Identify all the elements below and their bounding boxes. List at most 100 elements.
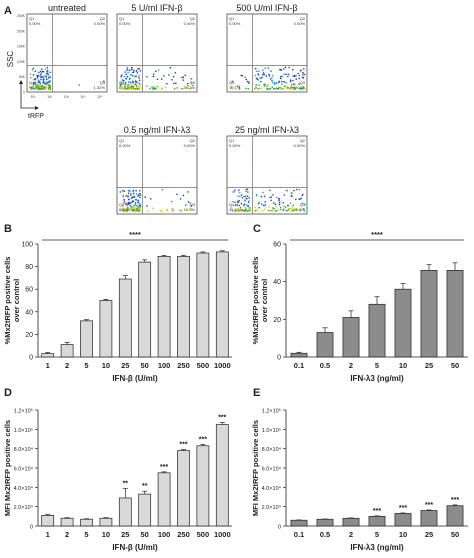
flow-event-dot xyxy=(124,83,127,86)
flow-event-dot xyxy=(144,196,146,198)
flow-event-dot xyxy=(128,81,130,83)
flow-event-dot xyxy=(268,206,270,208)
flow-event-dot xyxy=(132,81,134,83)
flow-event-dot xyxy=(121,210,123,212)
flow-event-dot xyxy=(136,88,139,90)
y-tick-label: 0 xyxy=(278,525,281,531)
flow-x-tick-label: 10⁴ xyxy=(80,95,86,99)
significance-stars: **** xyxy=(371,230,383,239)
flow-event-dot xyxy=(130,194,132,196)
flow-event-dot xyxy=(164,86,167,89)
flow-event-dot xyxy=(32,67,35,70)
flow-event-dot xyxy=(43,86,45,89)
flow-event-dot xyxy=(271,74,274,77)
flow-event-dot xyxy=(125,69,128,71)
flow-event-dot xyxy=(33,78,35,81)
y-tick-label: 60 xyxy=(25,287,33,294)
flow-event-dot xyxy=(254,206,256,209)
flow-event-dot xyxy=(121,205,124,208)
quadrant-label-q1: Q1 xyxy=(29,16,35,21)
flow-event-dot xyxy=(298,198,301,200)
flow-event-dot xyxy=(236,204,238,206)
flow-plot-frame xyxy=(226,13,308,93)
quadrant-label-q1: Q1 xyxy=(229,138,235,143)
x-tick-label: 1000 xyxy=(214,361,231,370)
flow-event-dot xyxy=(280,75,282,78)
flow-event-dot xyxy=(249,206,251,209)
flow-event-dot xyxy=(275,196,278,199)
x-tick-label: 0.5 xyxy=(320,530,330,539)
flow-event-dot xyxy=(152,88,154,90)
flow-event-dot xyxy=(274,210,277,212)
flow-event-dot xyxy=(268,88,270,90)
flow-event-dot xyxy=(244,76,247,78)
flow-event-dot xyxy=(49,76,52,78)
flow-event-dot xyxy=(129,205,132,207)
flow-event-dot xyxy=(295,198,297,201)
flow-event-dot xyxy=(257,202,260,205)
flow-event-dot xyxy=(303,73,306,76)
flow-event-dot xyxy=(277,209,280,211)
flow-event-dot xyxy=(188,88,190,90)
flow-event-dot xyxy=(269,196,271,199)
flow-event-dot xyxy=(296,188,298,191)
flow-event-dot xyxy=(128,78,131,80)
y-tick-label: 1.0×10⁵ xyxy=(14,427,33,434)
flow-event-dot xyxy=(272,207,274,209)
flow-event-dot xyxy=(123,208,125,211)
quadrant-value-q2: 0.00% xyxy=(294,21,306,26)
y-tick-label: 0 xyxy=(277,355,281,362)
quadrant-label-q2: Q2 xyxy=(190,138,196,143)
x-tick-label: 5 xyxy=(84,530,88,539)
flow-event-dot xyxy=(137,85,139,88)
quadrant-value-q1: 0.00% xyxy=(229,21,241,26)
flow-event-dot xyxy=(41,76,43,78)
y-axis-label: MFI Mx2tRFP positive cells xyxy=(3,420,12,516)
quadrant-value-q3: 33.3% xyxy=(184,85,196,90)
flow-event-dot xyxy=(261,209,264,212)
flow-event-dot xyxy=(46,66,49,69)
x-tick-label: 2 xyxy=(349,361,353,370)
flow-event-dot xyxy=(280,80,283,83)
flow-event-dot xyxy=(279,68,282,71)
flow-event-dot xyxy=(39,78,42,81)
flow-event-dot xyxy=(126,207,129,209)
flow-event-dot xyxy=(184,209,186,212)
flow-event-dot xyxy=(43,80,45,83)
flow-event-dot xyxy=(132,74,134,77)
flow-event-dot xyxy=(124,201,126,203)
x-tick-label: 0.1 xyxy=(294,361,304,370)
flow-event-dot xyxy=(47,73,49,75)
flow-event-dot xyxy=(290,88,292,90)
flow-x-tick-label: 10⁵ xyxy=(97,95,103,99)
flow-event-dot xyxy=(149,87,151,90)
flow-event-dot xyxy=(230,206,233,209)
flow-event-dot xyxy=(232,88,234,90)
flow-event-dot xyxy=(263,195,266,198)
flow-event-dot xyxy=(135,85,138,87)
flow-event-dot xyxy=(286,210,289,212)
flow-event-dot xyxy=(146,85,149,88)
axis-arrowhead-up xyxy=(19,80,23,84)
flow-event-dot xyxy=(264,201,267,203)
flow-event-dot xyxy=(103,80,105,83)
flow-event-dot xyxy=(302,86,305,88)
flow-event-dot xyxy=(304,203,306,206)
flow-event-dot xyxy=(189,202,191,204)
flow-event-dot xyxy=(262,204,265,207)
flow-event-dot xyxy=(47,84,49,86)
flow-event-dot xyxy=(302,193,304,196)
x-tick-label: 500 xyxy=(197,361,210,370)
y-tick-label: 0 xyxy=(30,525,33,531)
flow-event-dot xyxy=(263,83,265,86)
bar xyxy=(316,332,334,358)
bar xyxy=(177,256,190,358)
flow-event-dot xyxy=(135,193,138,195)
flow-event-dot xyxy=(181,88,184,90)
flow-event-dot xyxy=(40,68,43,70)
flow-event-dot xyxy=(264,208,266,211)
y-tick-label: 8.0×10⁴ xyxy=(262,446,282,453)
quadrant-value-q2: 0.00% xyxy=(184,143,196,148)
bar xyxy=(41,353,55,358)
bar xyxy=(118,278,132,358)
